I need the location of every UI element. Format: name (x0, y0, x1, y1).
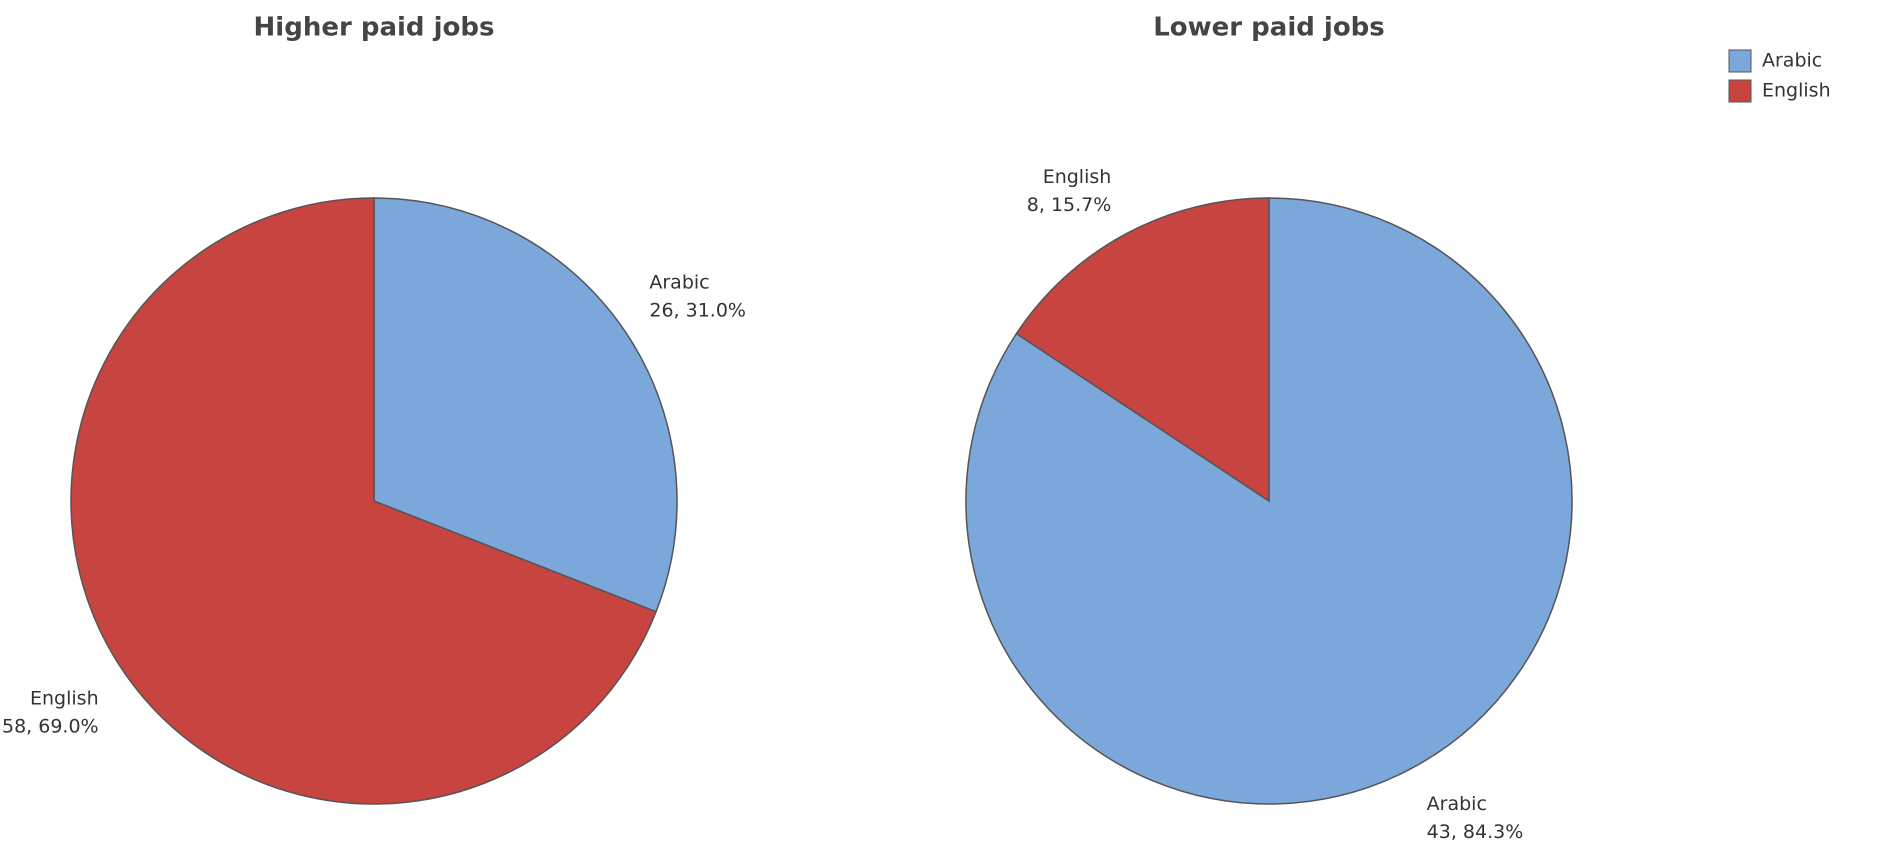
slice-category-label: English (30, 687, 99, 709)
chart-title: Higher paid jobs (254, 13, 495, 43)
slice-value-label: 58, 69.0% (2, 715, 99, 737)
pie-slice (373, 197, 678, 613)
chart-title: Lower paid jobs (1153, 13, 1385, 43)
legend-label: English (1762, 80, 1831, 102)
slice-value-label: 43, 84.3% (1427, 821, 1524, 843)
legend-label: Arabic (1762, 50, 1822, 72)
slice-category-label: Arabic (1427, 793, 1487, 815)
slice-category-label: Arabic (649, 272, 709, 294)
slice-value-label: 26, 31.0% (649, 300, 746, 322)
pie-slice (1015, 197, 1270, 503)
pie-slice (70, 197, 658, 805)
slice-category-label: English (1043, 166, 1112, 188)
legend-swatch (1728, 49, 1752, 73)
legend-swatch (1728, 79, 1752, 103)
slice-value-label: 8, 15.7% (1027, 194, 1112, 216)
